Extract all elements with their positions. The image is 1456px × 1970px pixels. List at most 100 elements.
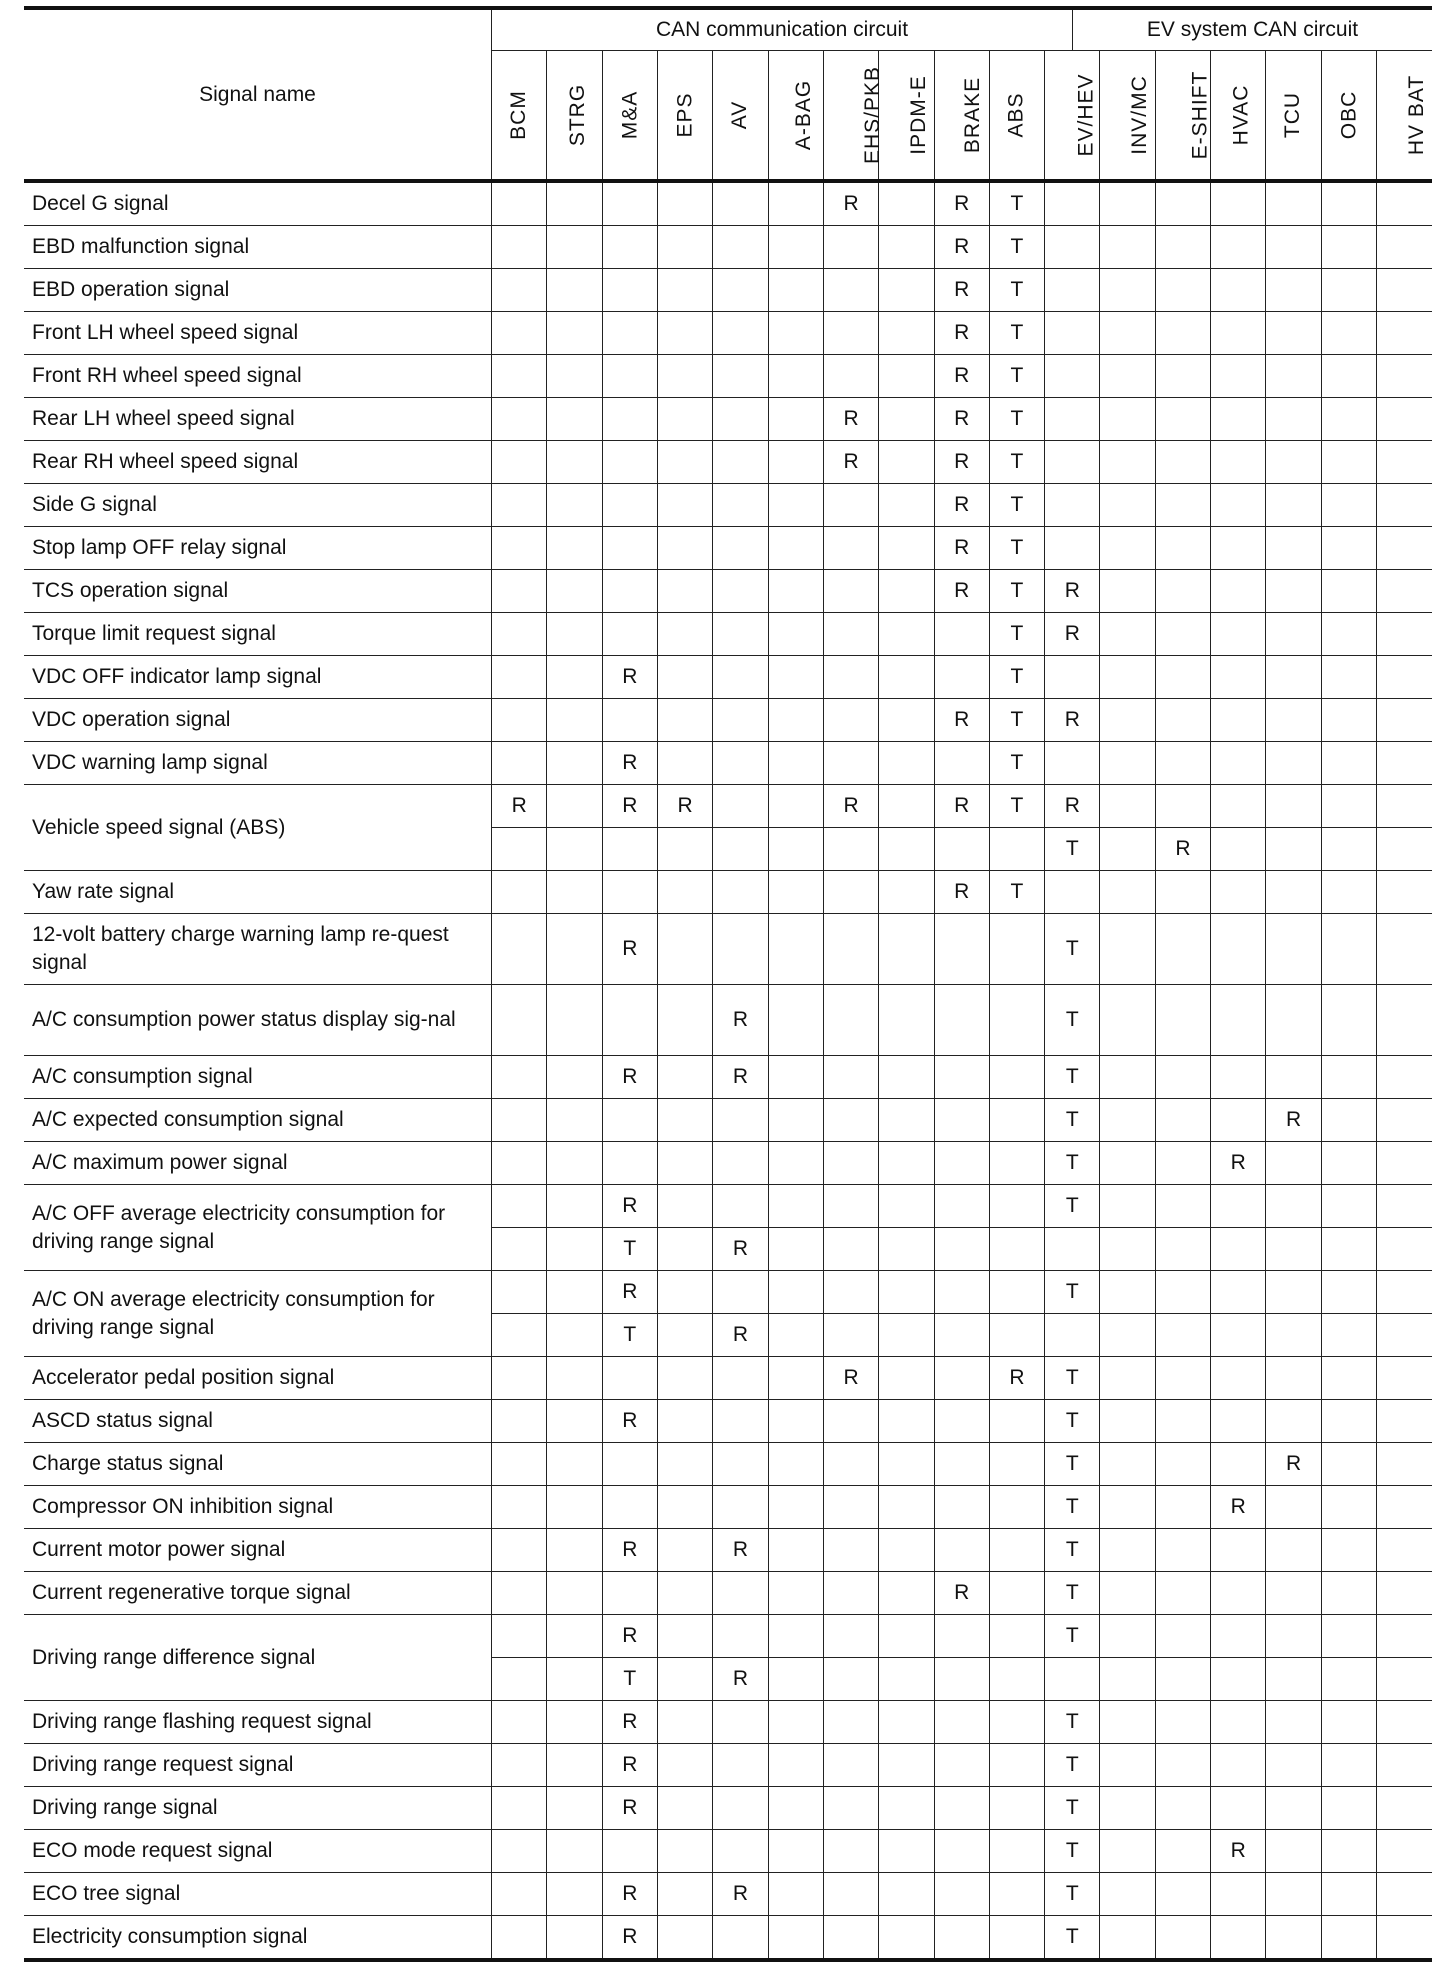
signal-cell — [1376, 1829, 1432, 1873]
table-row: Front LH wheel speed signal R T — [24, 311, 1432, 355]
signal-cell: T — [988, 784, 1046, 828]
signal-cell — [767, 440, 824, 484]
signal-cell — [1376, 397, 1432, 441]
signal-cell — [1265, 1184, 1322, 1228]
signal-cell — [878, 612, 935, 656]
signal-cell — [656, 612, 714, 656]
signal-cell — [712, 311, 769, 355]
signal-cell — [1099, 1528, 1156, 1572]
column-header: TCU — [1265, 50, 1322, 183]
signal-cell: T — [1044, 827, 1101, 871]
signal-cell — [656, 354, 714, 398]
signal-cell — [1044, 526, 1101, 570]
table-row: Decel G signal R R T — [24, 180, 1432, 226]
table-row: ASCD status signal R T — [24, 1399, 1432, 1443]
signal-cell — [601, 180, 658, 226]
signal-cell — [1099, 1872, 1156, 1916]
signal-cell — [1099, 1485, 1156, 1529]
signal-cell — [767, 1313, 824, 1357]
signal-cell — [1154, 1270, 1212, 1314]
signal-cell — [490, 1399, 548, 1443]
column-header: HV BAT — [1376, 50, 1432, 183]
signal-cell: R — [822, 440, 880, 484]
signal-cell — [1376, 1399, 1432, 1443]
signal-cell — [601, 526, 658, 570]
signal-cell: R — [490, 784, 548, 828]
column-header-label: E-SHIFT — [1188, 70, 1212, 160]
signal-cell — [1210, 1227, 1267, 1271]
signal-cell — [933, 1700, 990, 1744]
signal-cell: R — [933, 784, 990, 828]
signal-cell — [878, 225, 935, 269]
signal-cell — [1265, 1356, 1322, 1400]
signal-cell: T — [988, 225, 1046, 269]
column-header: ABS — [988, 50, 1046, 183]
table-row: TCS operation signal R T R — [24, 569, 1432, 613]
signal-cell — [1044, 397, 1101, 441]
signal-cell — [1154, 483, 1212, 527]
signal-cell — [656, 1485, 714, 1529]
table-row: Rear LH wheel speed signal R R T — [24, 397, 1432, 441]
signal-cell — [822, 655, 880, 699]
signal-cell — [822, 268, 880, 312]
signal-cell: R — [601, 1399, 658, 1443]
signal-cell: R — [601, 1184, 658, 1228]
signal-name: A/C consumption signal — [24, 1055, 492, 1099]
signal-cell — [1376, 1614, 1432, 1658]
signal-cell — [878, 784, 935, 828]
signal-cell — [878, 1184, 935, 1228]
signal-cell — [1376, 569, 1432, 613]
signal-cell — [822, 311, 880, 355]
signal-cell: R — [712, 1313, 769, 1357]
signal-cell — [1154, 1184, 1212, 1228]
signal-cell — [712, 1700, 769, 1744]
signal-cell — [1210, 612, 1267, 656]
signal-cell — [656, 268, 714, 312]
signal-cell: T — [1044, 984, 1101, 1056]
signal-cell — [712, 655, 769, 699]
signal-cell — [1210, 655, 1267, 699]
signal-cell — [1154, 1141, 1212, 1185]
signal-cell — [712, 913, 769, 985]
signal-cell — [1210, 526, 1267, 570]
signal-cell — [1320, 655, 1378, 699]
signal-cell — [490, 440, 548, 484]
signal-cell — [712, 741, 769, 785]
signal-cell — [988, 1442, 1046, 1486]
table-row: Side G signal R T — [24, 483, 1432, 527]
signal-cell — [656, 827, 714, 871]
signal-cell — [490, 1528, 548, 1572]
signal-cell: T — [988, 612, 1046, 656]
signal-cell — [490, 1270, 548, 1314]
signal-cell: R — [933, 483, 990, 527]
table-row: A/C expected consumption signal T R — [24, 1098, 1432, 1142]
signal-cell — [1376, 741, 1432, 785]
signal-cell — [712, 1184, 769, 1228]
signal-cell — [933, 1743, 990, 1787]
signal-cell — [1099, 1399, 1156, 1443]
signal-cell — [712, 1915, 769, 1961]
signal-cell — [1154, 1743, 1212, 1787]
signal-cell — [1265, 1528, 1322, 1572]
signal-cell: R — [933, 354, 990, 398]
signal-name: EBD operation signal — [24, 268, 492, 312]
signal-cell — [878, 741, 935, 785]
signal-cell — [1210, 1442, 1267, 1486]
signal-cell — [1099, 698, 1156, 742]
signal-cell — [767, 397, 824, 441]
signal-cell — [712, 1270, 769, 1314]
column-header-row: BCM STRG M&A EPS AV A-BAG EHS/PKB IPDM-E BRAKE AB… — [24, 50, 1432, 183]
signal-cell — [601, 354, 658, 398]
signal-cell — [546, 870, 603, 914]
signal-cell — [712, 1356, 769, 1400]
signal-cell — [1154, 741, 1212, 785]
signal-cell — [767, 913, 824, 985]
signal-cell — [767, 268, 824, 312]
signal-cell: R — [933, 268, 990, 312]
table-row: Driving range flashing request signal R T — [24, 1700, 1432, 1744]
signal-cell — [656, 483, 714, 527]
signal-cell — [546, 1270, 603, 1314]
signal-cell: T — [1044, 1270, 1101, 1314]
signal-cell — [1320, 1743, 1378, 1787]
